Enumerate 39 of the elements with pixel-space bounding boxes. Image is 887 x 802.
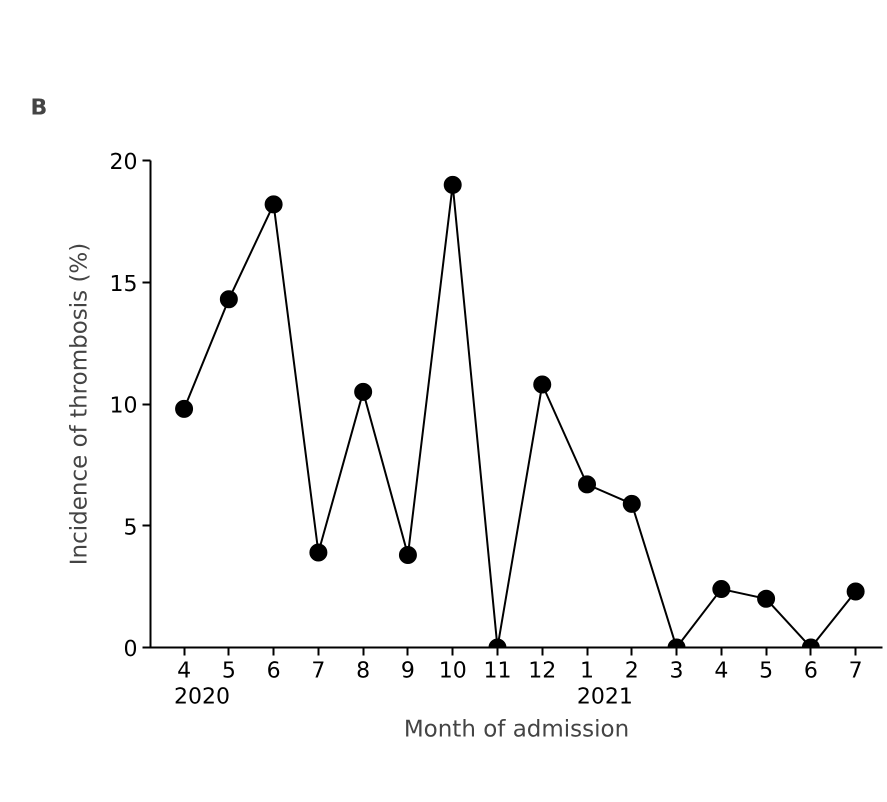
text: 2020 xyxy=(174,684,230,710)
x-tick-label: 7 xyxy=(311,658,326,684)
x-tick-label: 4 xyxy=(714,658,728,684)
point xyxy=(712,580,730,598)
point xyxy=(846,582,865,600)
x-tick-label: 5 xyxy=(759,658,774,684)
x-tick-label: 1 xyxy=(580,658,594,684)
y-tick-label: 10 xyxy=(110,394,138,418)
point xyxy=(578,475,596,494)
x-tick-label: 9 xyxy=(400,658,415,684)
chart-title: B xyxy=(30,96,48,120)
point xyxy=(622,494,641,513)
x-tick-label: 11 xyxy=(483,658,512,684)
x-tick-label: 5 xyxy=(222,658,236,684)
y-tick-label: 15 xyxy=(110,272,138,297)
point xyxy=(757,590,776,608)
point xyxy=(444,176,462,194)
point xyxy=(354,382,372,401)
y-tick-label: 0 xyxy=(124,637,138,662)
x-tick-label: 6 xyxy=(804,658,818,684)
text: 2021 xyxy=(576,684,633,710)
point xyxy=(309,544,328,562)
x-tick-label: 7 xyxy=(848,658,863,684)
x-tick-label: 2 xyxy=(624,658,639,684)
x-tick-label: 10 xyxy=(438,658,467,684)
point xyxy=(398,546,417,564)
y-tick-label: 20 xyxy=(110,150,138,175)
x-axis-title: Month of admission xyxy=(404,716,630,742)
y-tick-label: 5 xyxy=(124,515,138,540)
point xyxy=(533,376,552,394)
x-tick-label: 12 xyxy=(528,658,556,684)
x-tick-label: 6 xyxy=(266,658,281,684)
y-axis-title: Incidence of thrombosis (%) xyxy=(66,242,93,566)
point xyxy=(175,400,194,418)
x-tick-label: 8 xyxy=(356,658,370,684)
x-tick-label: 3 xyxy=(670,658,684,684)
point xyxy=(220,290,238,308)
point xyxy=(264,195,283,214)
x-tick-label: 4 xyxy=(177,658,192,684)
